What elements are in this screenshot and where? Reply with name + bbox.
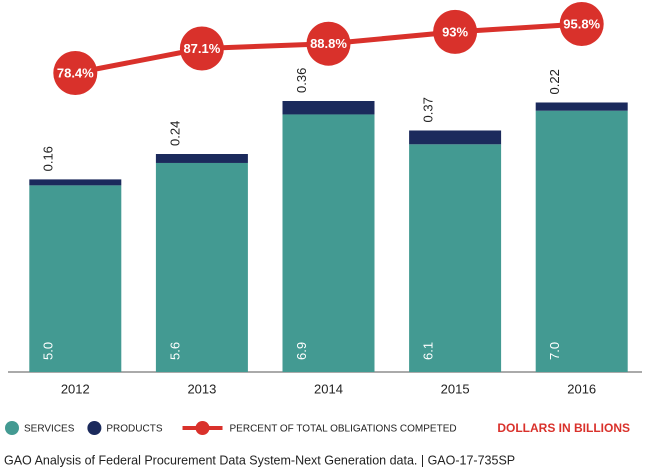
bar-segment [155,162,248,372]
value-label: 5.0 [41,342,56,360]
bar-segment [282,114,375,372]
value-label: 7.0 [547,342,562,360]
value-label: 0.36 [294,68,309,93]
value-label: 6.9 [294,342,309,360]
legend-swatch [195,421,210,435]
x-tick-label: 2014 [314,381,343,396]
unit-note: DOLLARS IN BILLIONS [497,421,630,435]
legend-label: PRODUCTS [106,424,162,435]
bar-segment [29,179,122,186]
value-label: 87.1% [183,41,220,56]
bar-segment [282,101,375,115]
value-label: 78.4% [57,65,94,80]
x-tick-label: 2013 [187,381,216,396]
value-label: 0.16 [41,146,56,171]
value-label: 0.37 [421,97,436,122]
bar-segment [535,110,628,372]
value-label: 6.1 [421,342,436,360]
source: GAO Analysis of Federal Procurement Data… [4,453,515,467]
bar-segment [29,185,122,372]
value-label: 0.22 [547,69,562,94]
value-label: 5.6 [167,342,182,360]
value-label: 88.8% [310,36,347,51]
x-tick-label: 2016 [567,381,596,396]
legend-label: PERCENT OF TOTAL OBLIGATIONS COMPETED [230,424,457,435]
value-label: 95.8% [563,16,600,31]
line-marker [559,2,604,46]
line-marker [179,26,224,71]
legend-swatch [5,421,19,435]
line-marker [53,51,98,95]
line-marker [306,21,351,66]
x-tick-label: 2012 [61,381,90,396]
x-tick-label: 2015 [441,381,470,396]
legend-swatch [87,421,102,435]
bar-segment [155,154,248,163]
bar-segment [535,102,628,111]
line-marker [433,9,478,54]
bar-segment [409,130,502,145]
value-label: 0.24 [167,121,182,146]
legend-label: SERVICES [24,424,75,435]
value-label: 93% [442,24,468,39]
bar-segment [409,144,502,372]
